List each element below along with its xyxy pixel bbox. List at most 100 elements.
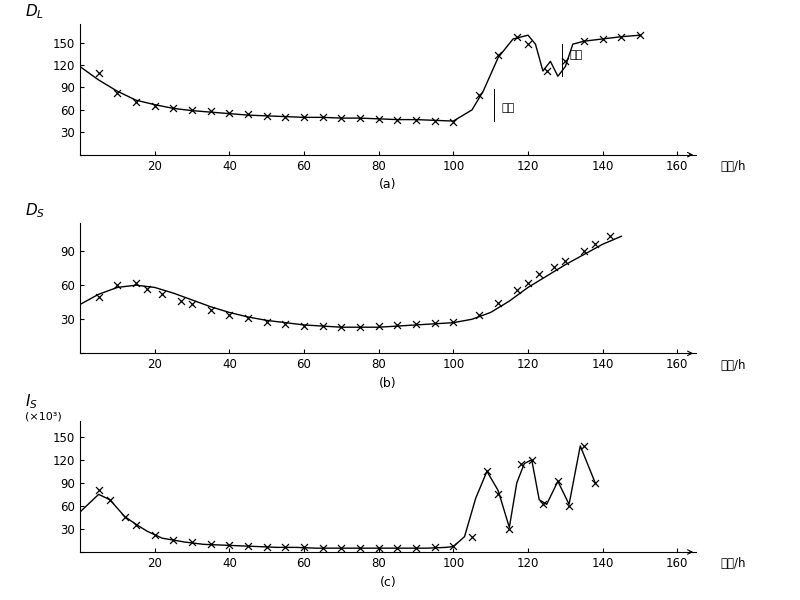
Text: 时间/h: 时间/h [721, 359, 746, 371]
Point [279, 112, 292, 121]
Point [410, 116, 422, 125]
Point [242, 110, 254, 119]
Point [111, 280, 124, 290]
Text: 转变: 转变 [502, 103, 515, 113]
Point [522, 278, 534, 287]
Point [354, 544, 366, 553]
Point [559, 56, 572, 66]
Text: (×10³): (×10³) [25, 412, 62, 421]
Point [372, 544, 385, 553]
Point [473, 310, 486, 320]
Point [223, 540, 236, 550]
Text: (a): (a) [379, 178, 397, 191]
Point [354, 113, 366, 123]
Point [204, 305, 217, 315]
Point [335, 544, 348, 553]
Point [354, 322, 366, 332]
Point [223, 108, 236, 118]
Point [578, 441, 590, 451]
Point [148, 101, 161, 111]
Point [260, 317, 273, 326]
Point [559, 256, 572, 266]
Point [298, 321, 310, 331]
Point [279, 542, 292, 552]
Point [335, 113, 348, 123]
Point [391, 544, 404, 553]
Text: (c): (c) [380, 575, 396, 589]
Point [391, 320, 404, 330]
Point [204, 107, 217, 116]
Point [615, 32, 628, 41]
Text: 时间/h: 时间/h [721, 557, 746, 570]
Text: 转变: 转变 [569, 50, 582, 59]
Point [503, 524, 516, 534]
Point [589, 239, 602, 249]
Point [279, 319, 292, 329]
Point [316, 113, 329, 122]
Point [578, 37, 590, 46]
Point [492, 299, 505, 308]
Point [428, 542, 441, 552]
Point [533, 269, 546, 278]
Point [372, 114, 385, 124]
Point [103, 495, 116, 505]
Point [298, 542, 310, 552]
Point [410, 319, 422, 329]
Point [148, 530, 161, 540]
Point [634, 31, 646, 40]
Point [578, 246, 590, 256]
Point [223, 310, 236, 320]
Point [447, 317, 460, 326]
Point [492, 490, 505, 499]
Point [510, 32, 523, 41]
Text: 时间/h: 时间/h [721, 160, 746, 173]
Point [316, 321, 329, 331]
Point [540, 66, 553, 76]
Text: (b): (b) [379, 377, 397, 390]
Point [118, 512, 131, 522]
Point [335, 322, 348, 332]
Point [473, 90, 486, 100]
Point [111, 89, 124, 98]
Point [260, 542, 273, 551]
Point [167, 104, 180, 113]
Point [92, 485, 105, 495]
Point [522, 40, 534, 49]
Point [186, 105, 198, 115]
Point [481, 466, 494, 476]
Point [130, 98, 142, 107]
Text: $D_{L}$: $D_{L}$ [25, 2, 43, 22]
Point [466, 532, 478, 541]
Point [130, 520, 142, 530]
Point [204, 539, 217, 549]
Point [562, 501, 575, 511]
Point [492, 50, 505, 60]
Point [526, 455, 538, 464]
Point [428, 318, 441, 328]
Text: $I_{S}$: $I_{S}$ [25, 392, 38, 411]
Point [589, 478, 602, 488]
Point [447, 117, 460, 127]
Point [156, 289, 169, 299]
Point [548, 262, 561, 272]
Point [92, 68, 105, 77]
Point [186, 299, 198, 309]
Point [186, 537, 198, 547]
Point [167, 535, 180, 544]
Point [410, 544, 422, 553]
Point [141, 284, 154, 293]
Point [391, 115, 404, 124]
Point [428, 116, 441, 126]
Text: $D_{S}$: $D_{S}$ [25, 202, 45, 220]
Point [510, 285, 523, 295]
Point [316, 544, 329, 553]
Point [260, 111, 273, 121]
Point [242, 313, 254, 323]
Point [298, 113, 310, 122]
Point [537, 500, 550, 509]
Point [92, 292, 105, 301]
Point [372, 321, 385, 331]
Point [174, 296, 187, 306]
Point [514, 459, 527, 469]
Point [447, 541, 460, 551]
